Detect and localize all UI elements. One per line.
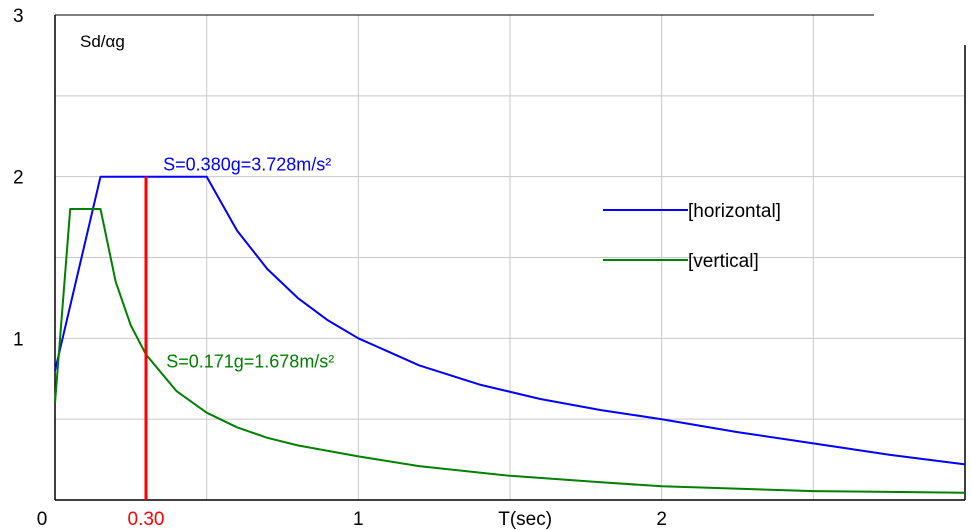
- axes: 1 2 3 0 1 2 T(sec) Sd/αg: [13, 6, 966, 530]
- period-marker-label: 0.30: [128, 509, 165, 530]
- legend-label-1: [vertical]: [688, 251, 759, 272]
- legend-label-0: [horizontal]: [688, 201, 781, 222]
- y-tick-label-1: 1: [13, 329, 24, 350]
- series: [54, 175, 966, 494]
- x-axis-label: T(sec): [498, 509, 552, 530]
- x-tick-label-1: 1: [353, 509, 364, 530]
- series-line-0: [54, 175, 966, 466]
- legend: [horizontal] [vertical]: [603, 201, 781, 272]
- period-marker: 0.30: [128, 176, 165, 530]
- y-tick-label-2: 2: [13, 168, 24, 189]
- labels: S=0.380g=3.728m/s² S=0.171g=1.678m/s²: [163, 155, 334, 372]
- series-line-1: [54, 208, 966, 494]
- annotation-1: S=0.171g=1.678m/s²: [166, 352, 334, 372]
- annotation-0: S=0.380g=3.728m/s²: [163, 155, 331, 175]
- x-tick-label-0: 0: [37, 509, 48, 530]
- y-tick-label-3: 3: [13, 6, 24, 27]
- y-axis-label: Sd/αg: [80, 32, 125, 51]
- x-tick-label-2: 2: [656, 509, 667, 530]
- grid: [55, 15, 965, 500]
